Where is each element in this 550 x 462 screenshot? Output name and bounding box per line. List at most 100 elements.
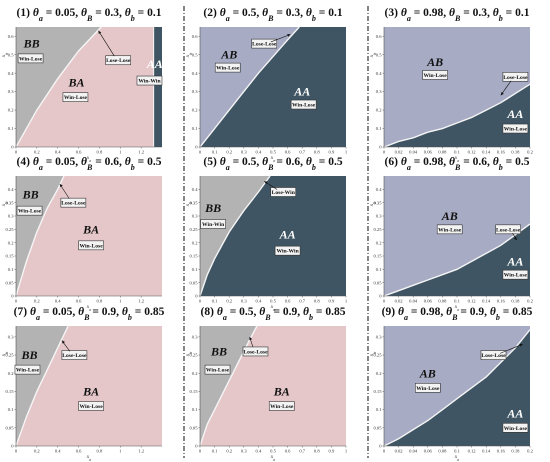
x-tick-label: 0.18 [511,150,520,155]
title-text: (4) [17,156,33,168]
plot-area [384,176,530,296]
x-tick-label: 0.4 [55,150,61,155]
callout-box: Lose-Lose [495,224,521,235]
region-label-ba: BA [67,75,84,89]
callout-box-frame [480,350,507,360]
outcome-box-text: Win-Lose [416,386,440,392]
x-tick-label: 0.16 [497,299,506,304]
y-axis-label-sub: b [188,53,193,55]
title-text: = 0.98, [411,7,449,19]
title-text: = 0.98, [411,156,449,168]
y-axis-label-sub: b [4,53,9,55]
outcome-box-text: Win-Lose [79,404,103,410]
region-aa [153,27,162,147]
x-tick-label: 0.12 [468,299,477,304]
title-subscript: b [309,313,313,322]
callout-box-frame [495,224,521,235]
x-tick-label: 1 [345,299,348,304]
x-tick-label: 0.06 [424,449,433,454]
region-label-ba: BA [82,222,99,236]
title-text: = 0.1 [316,7,343,19]
x-tick-label: 0.04 [409,449,418,454]
y-tick-label: 0.3 [8,335,14,340]
outcome-box-text: Win-Lose [423,73,447,79]
x-tick-label: 1.2 [138,299,144,304]
region-boundary [200,176,271,296]
x-tick-label: 0.6 [285,299,291,304]
callout-arrow-line [98,30,115,57]
title-theta: θ [306,7,312,19]
y-tick-label: 0 [11,444,14,449]
title-theta: θ [33,7,39,19]
outcome-box-frame [62,92,89,102]
y-tick-label: 0.25 [5,227,14,232]
x-tick-label: 0 [383,150,386,155]
outcome-box: Win-Lose [78,240,104,251]
callout-box-frame [251,38,278,49]
callout-arrow-head [264,181,268,185]
chart-title: (5) θa = 0.5, θB = 0.6, θb = 0.5 [203,156,342,172]
callout-box-text: Lose-Lose [62,353,87,359]
callout-box: Lose-Lose [105,55,131,66]
outcome-box-frame [502,423,529,433]
y-axis-label-sub: b [372,202,377,204]
y-axis-label-sub: b [372,352,377,354]
x-axis-label: xa [454,454,459,462]
x-tick-label: 0.1 [454,150,460,155]
title-text: = 0.5 [316,156,343,168]
x-tick-label: 0.16 [497,449,506,454]
region-label-bb: BB [21,348,38,362]
title-subscript: b [499,14,503,23]
callout-box: Lose-Lose [60,197,87,208]
x-axis-label: xa [270,454,275,462]
region-ba [200,326,346,446]
x-tick-label: 0.2 [34,299,40,304]
title-text: = 0.85 [313,306,346,318]
plot-area [16,326,162,446]
y-tick-label: 0.25 [189,227,198,232]
plot-area [384,27,530,147]
y-tick-label: 0.6 [8,34,14,39]
callout-box-frame [502,72,529,82]
y-tick-label: 0.6 [192,34,198,39]
outcome-box-text: Win-Lose [19,56,43,62]
title-subscript: b [131,163,135,172]
title-subscript: b [128,313,132,322]
x-tick-label: 0.6 [76,150,82,155]
outcome-box-text: Win-Lose [216,66,240,72]
title-subscript: a [39,14,43,23]
x-tick-label: 0.06 [424,150,433,155]
y-tick-label: 0.2 [8,371,14,376]
outcome-box-frame [268,401,295,411]
x-tick-label: 0.8 [97,449,103,454]
x-tick-label: 0.2 [527,299,533,304]
region-ab [200,27,300,147]
callout-box-frame [60,197,87,208]
title-subscript: b [312,163,316,172]
y-tick-label: 0.1 [376,267,382,272]
y-tick-label: 0.15 [189,254,198,259]
x-tick-label: 0.4 [256,449,262,454]
x-tick-label: 0.2 [226,449,232,454]
x-tick-label: 0 [199,449,202,454]
title-text: = 0.5, [227,306,259,318]
chart-panel-4: 0 0.2 0.4 0.6 0.8 1 1.2 0 0.05 0.1 0.15 0.2 0.25 0.3 0… [1,156,162,312]
y-tick-label: 0.3 [192,89,198,94]
title-theta: θ [303,306,309,318]
x-tick-label: 0.12 [468,449,477,454]
title-text: = 0.5 [135,156,162,168]
region-label-ab: AB [220,48,237,62]
x-tick-label: 0.3 [241,299,247,304]
title-theta: θ [490,306,496,318]
outcome-box-text: Win-Lose [270,404,294,410]
outcome-box-text: Win-Lose [504,273,528,279]
x-tick-label: 0.8 [97,299,103,304]
chart-title: (4) θa = 0.05, θB = 0.6, θb = 0.5 [17,156,162,172]
x-tick-label: 0.18 [511,449,520,454]
y-tick-label: 0 [195,444,198,449]
x-axis-label-sub: a [89,158,91,163]
y-tick-label: 0.1 [8,126,14,131]
x-tick-label: 0.12 [468,150,477,155]
title-subscript: b [496,313,500,322]
